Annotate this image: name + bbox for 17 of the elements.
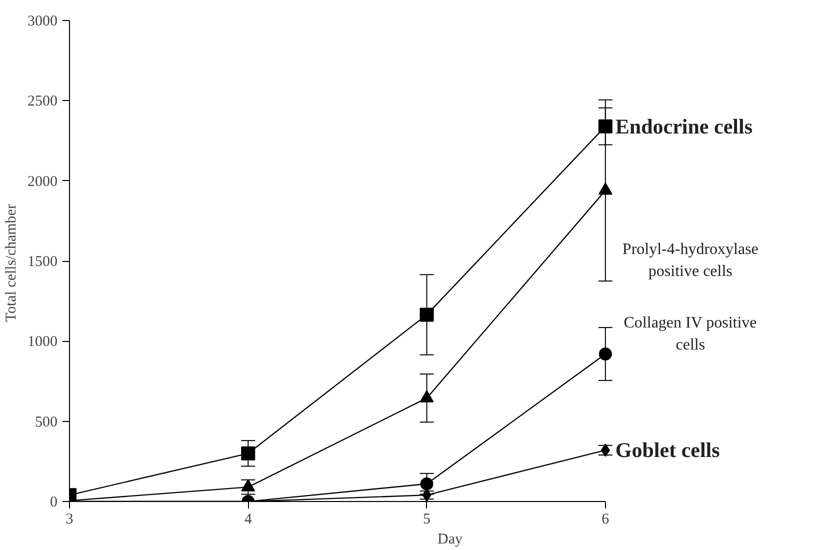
y-tick-label: 1500	[28, 254, 58, 270]
x-tick-label: 4	[244, 512, 252, 528]
y-tick-label: 1000	[28, 334, 58, 350]
x-tick-label: 5	[423, 512, 431, 528]
x-axis-title: Day	[438, 532, 463, 548]
series-label: Goblet cells	[615, 438, 720, 462]
text: Prolyl-4-hydroxylase positive cells	[622, 240, 758, 280]
y-tick-label: 500	[35, 414, 58, 430]
y-tick-label: 0	[50, 494, 58, 510]
y-tick-label: 3000	[28, 14, 58, 30]
y-tick-label: 2500	[28, 94, 58, 110]
y-tick-label: 2000	[28, 174, 58, 190]
series-label: Endocrine cells	[615, 114, 752, 138]
x-tick-label: 6	[602, 512, 610, 528]
y-axis-title: Total cells/chamber	[4, 204, 20, 322]
series-label: Collagen IV positive cells	[624, 314, 757, 354]
x-tick-label: 3	[66, 512, 74, 528]
